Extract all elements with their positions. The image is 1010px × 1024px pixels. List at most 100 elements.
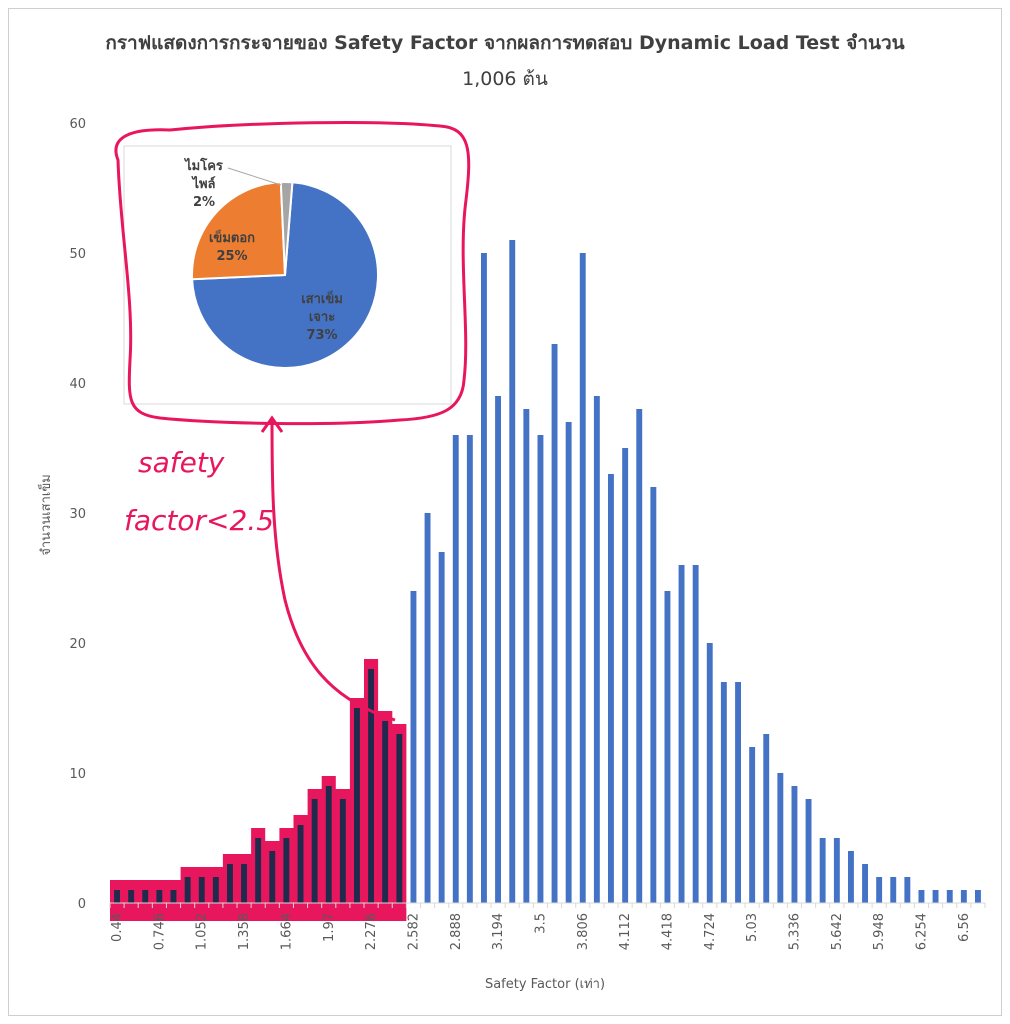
low-safety-highlight: [110, 659, 407, 921]
bar: [382, 721, 389, 903]
x-axis-label: Safety Factor (เท่า): [485, 977, 605, 992]
pie-label: เจาะ: [309, 310, 335, 325]
y-tick-label: 20: [69, 637, 86, 652]
pie-label: เสาเข็ม: [301, 289, 343, 307]
bar: [114, 890, 120, 903]
bar: [848, 851, 854, 903]
bar: [720, 682, 727, 903]
x-tick-label: 3.5: [533, 913, 548, 934]
bar: [664, 591, 671, 903]
bar: [960, 890, 967, 903]
pie-label: ไมโคร: [183, 157, 223, 174]
bar: [368, 669, 374, 903]
bar: [438, 552, 445, 903]
y-tick-label: 0: [78, 897, 86, 912]
bar: [593, 396, 600, 903]
bar: [946, 890, 953, 903]
bar: [142, 890, 149, 903]
bar: [241, 864, 247, 903]
bar: [410, 591, 417, 903]
x-tick-label: 3.806: [576, 913, 591, 950]
y-axis-label: จำนวนเสาเข็ม: [36, 474, 54, 556]
x-tick-label: 5.948: [872, 913, 887, 950]
bar: [805, 799, 812, 903]
bar: [466, 435, 473, 903]
bar: [833, 838, 840, 903]
bar: [170, 890, 177, 903]
bar: [890, 877, 897, 903]
x-tick-label: 1.97: [322, 913, 337, 942]
bar: [622, 448, 629, 903]
pie-label: เข็มตอก: [209, 228, 255, 246]
bars: [114, 240, 981, 903]
bar: [311, 799, 318, 903]
bar: [819, 838, 826, 903]
bar: [706, 643, 713, 903]
x-tick-label: 2.888: [449, 913, 464, 950]
bar: [551, 344, 558, 903]
hand-drawn-circle: [114, 121, 471, 426]
bar: [509, 240, 516, 903]
bar: [692, 565, 699, 903]
bar: [283, 838, 290, 903]
bar: [227, 864, 233, 903]
y-tick-label: 60: [69, 117, 86, 132]
x-tick-label: 1.052: [195, 913, 210, 950]
bar: [269, 851, 276, 903]
x-tick-label: 6.56: [957, 913, 972, 942]
x-tick-label: 5.336: [788, 913, 803, 950]
bar: [777, 773, 784, 903]
x-tick-label: 4.418: [661, 913, 676, 950]
x-tick-label: 5.642: [830, 913, 845, 950]
bar: [565, 422, 572, 903]
chart-frame: [8, 8, 1002, 1016]
x-tick-label: 6.254: [915, 913, 930, 950]
bar: [523, 409, 530, 903]
bar: [918, 890, 925, 903]
bar: [735, 682, 741, 903]
pie-label: 2%: [193, 195, 215, 210]
hand-annotation: safety factor<2.5: [124, 415, 396, 722]
bar: [396, 734, 403, 903]
pie-label: 25%: [216, 249, 247, 264]
bar: [495, 396, 501, 903]
chart-title: กราฟแสดงการกระจายของ Safety Factor จากผล…: [105, 32, 905, 54]
bar: [424, 513, 431, 903]
bar: [636, 409, 643, 903]
bar: [481, 253, 487, 903]
annotation-arrowhead-icon: [260, 415, 284, 433]
bar: [198, 877, 205, 903]
bar: [452, 435, 459, 903]
x-tick-label: 4.112: [618, 913, 633, 950]
x-tick-label: 2.582: [406, 913, 421, 950]
bar: [791, 786, 798, 903]
bar: [354, 708, 360, 903]
y-tick-label: 50: [69, 247, 86, 262]
x-tick-label: 3.194: [491, 913, 506, 950]
pie-slice: [191, 181, 287, 281]
x-tick-label: 0.44: [110, 913, 125, 942]
bar: [212, 877, 219, 903]
bar: [975, 890, 981, 903]
bar: [325, 786, 332, 903]
pie-label: 73%: [306, 328, 337, 343]
bar: [128, 890, 135, 903]
bar: [255, 838, 262, 903]
annotation-line1: safety: [138, 446, 225, 479]
chart-subtitle: 1,006 ต้น: [462, 68, 548, 90]
pie-leader-line: [227, 167, 282, 186]
pie-label: ไพล์: [190, 175, 215, 192]
x-axis: 0.44 0.746 1.052 1.358 1.664 1.97 2.276 2.582 2.…: [109, 902, 986, 950]
y-tick-label: 10: [69, 767, 86, 782]
y-tick-label: 30: [69, 507, 86, 522]
bar: [904, 877, 911, 903]
x-tick-label: 2.276: [364, 913, 379, 950]
x-tick-label: 1.664: [279, 913, 294, 950]
highlight-area: [110, 659, 407, 921]
bar: [932, 890, 939, 903]
bar: [862, 864, 868, 903]
x-tick-label: 0.746: [152, 913, 167, 950]
